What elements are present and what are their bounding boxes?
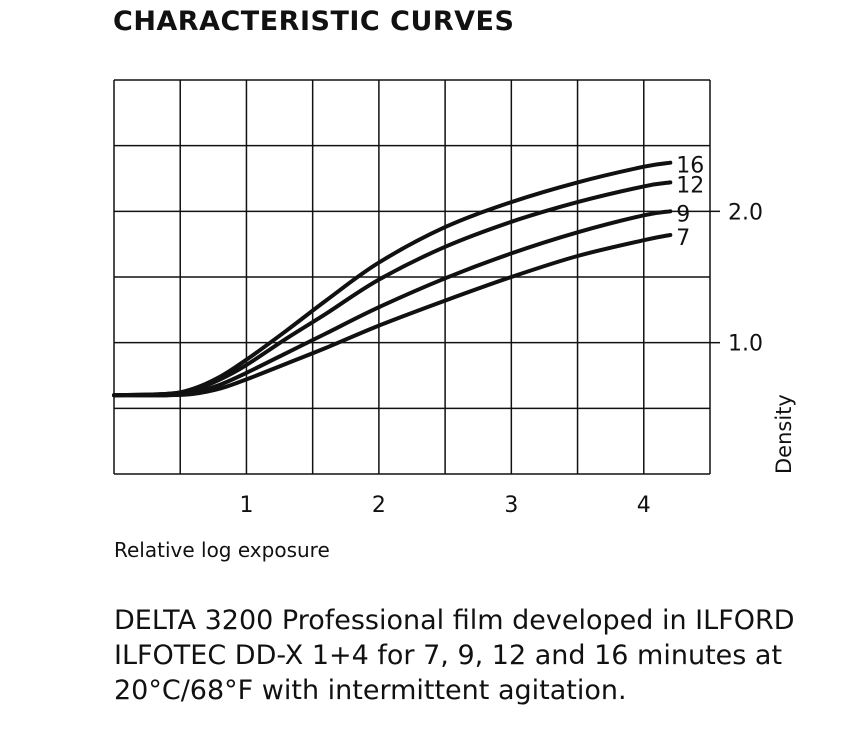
grid	[113, 79, 711, 475]
curve-7	[112, 233, 673, 398]
chart-title: CHARACTERISTIC CURVES	[113, 6, 515, 37]
x-tick-label: 1	[239, 493, 253, 518]
chart-caption: DELTA 3200 Professional film developed i…	[114, 605, 795, 706]
x-tick-label: 2	[372, 493, 386, 518]
x-axis-label: Relative log exposure	[114, 538, 330, 562]
curve-9	[112, 209, 673, 398]
series-label-12: 12	[676, 173, 704, 198]
series-label-9: 9	[676, 202, 690, 227]
x-tick-label: 3	[504, 493, 518, 518]
axes	[710, 210, 720, 344]
y-tick-label: 2.0	[728, 200, 763, 225]
curves	[112, 160, 673, 398]
curve-16	[112, 160, 673, 398]
x-tick-label: 4	[637, 493, 651, 518]
curve-12	[112, 180, 673, 398]
y-tick-label: 1.0	[728, 332, 763, 357]
series-label-16: 16	[676, 154, 704, 179]
y-axis-label: Density	[772, 394, 796, 474]
series-label-7: 7	[676, 226, 690, 251]
